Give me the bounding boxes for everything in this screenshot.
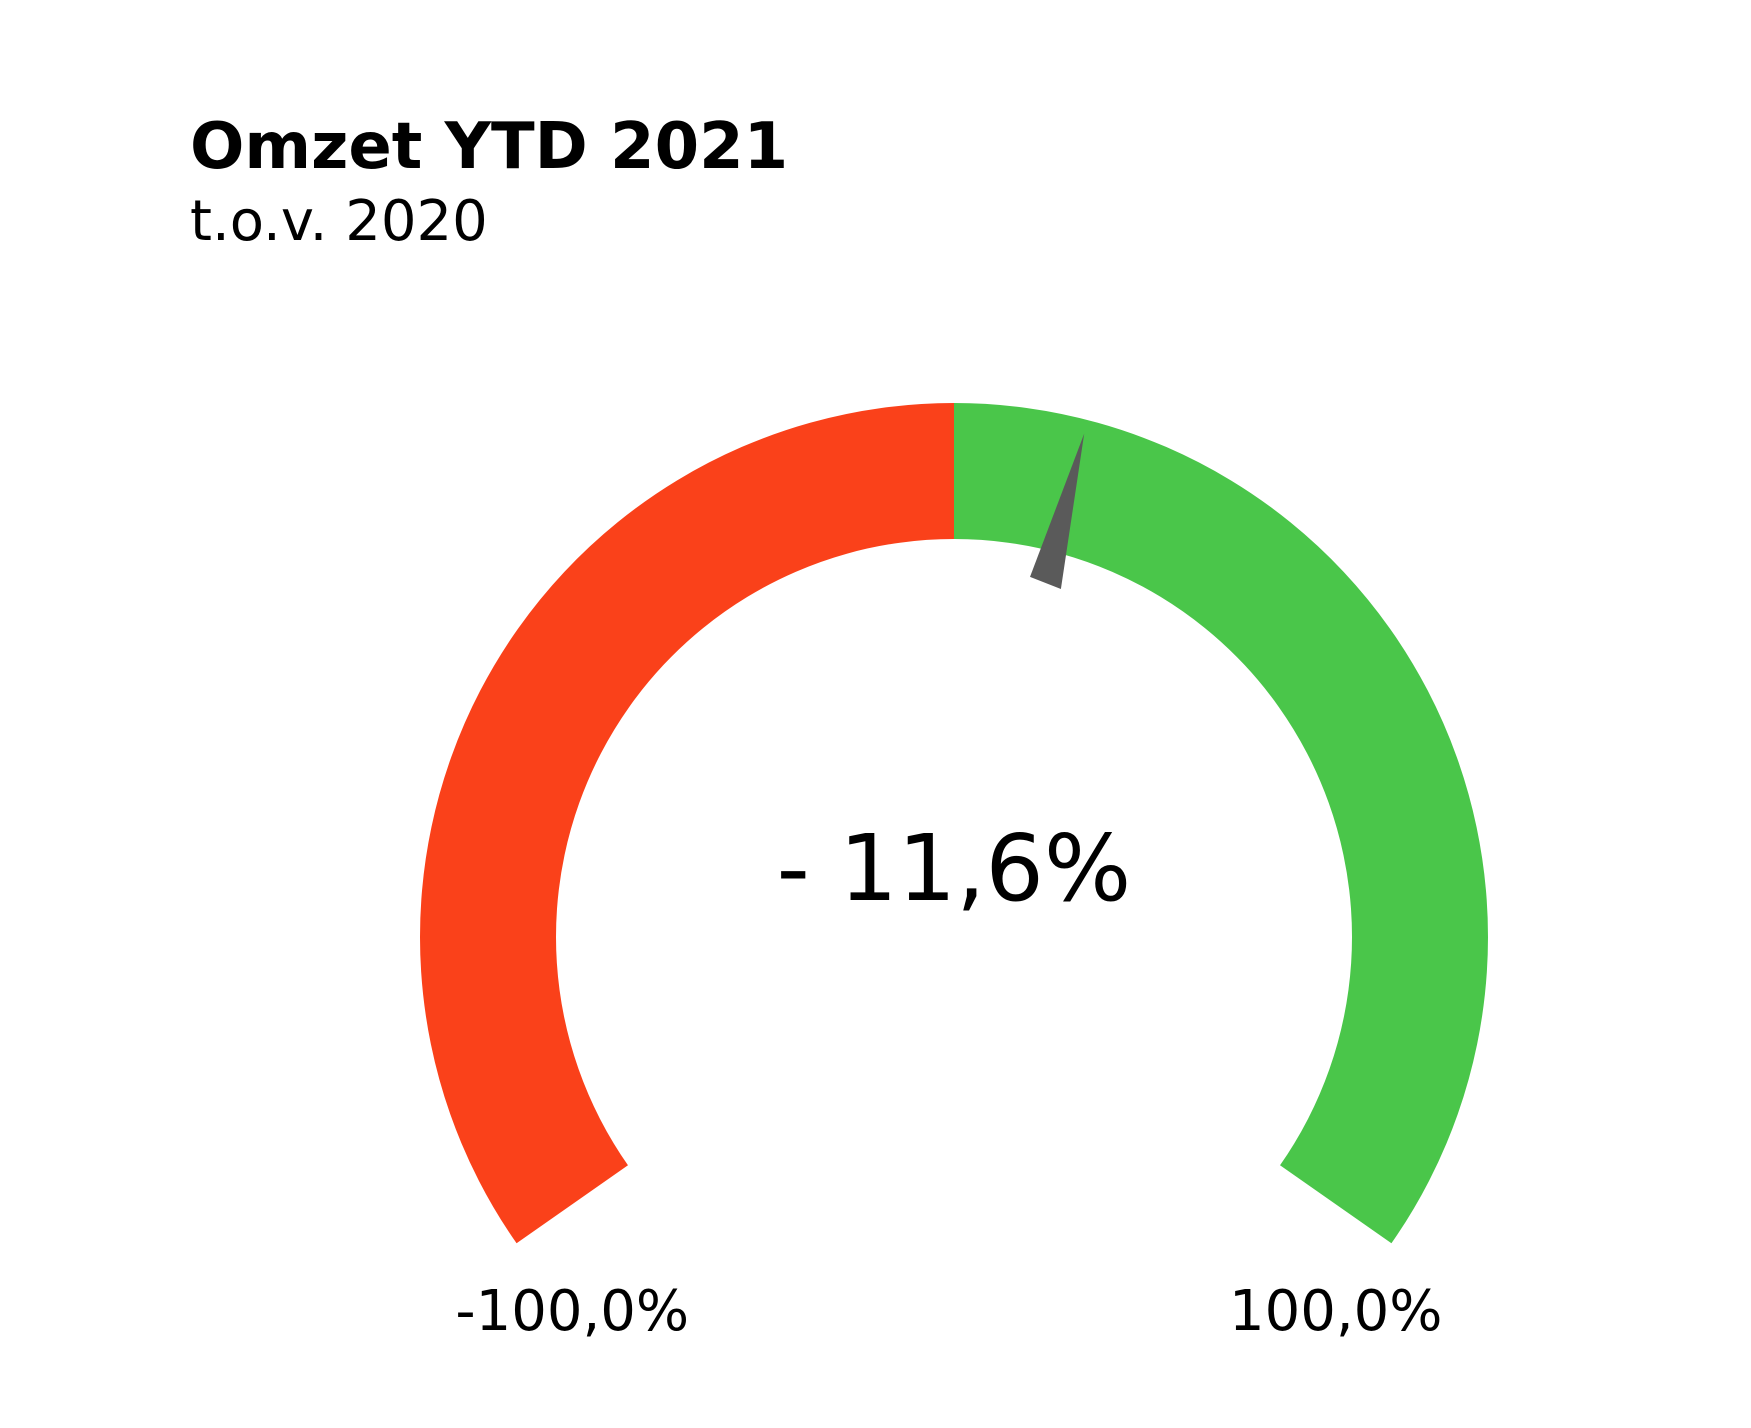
gauge-band [420, 402, 955, 1244]
end-label: -100,0% [455, 1279, 689, 1344]
chart-subtitle: t.o.v. 2020 [190, 189, 488, 254]
gauge-band [954, 403, 1488, 1244]
end-label: 100,0% [1229, 1279, 1443, 1344]
needle [1030, 433, 1085, 590]
center-label: - 11,6% [777, 815, 1132, 922]
chart-title: Omzet YTD 2021 [190, 110, 788, 184]
